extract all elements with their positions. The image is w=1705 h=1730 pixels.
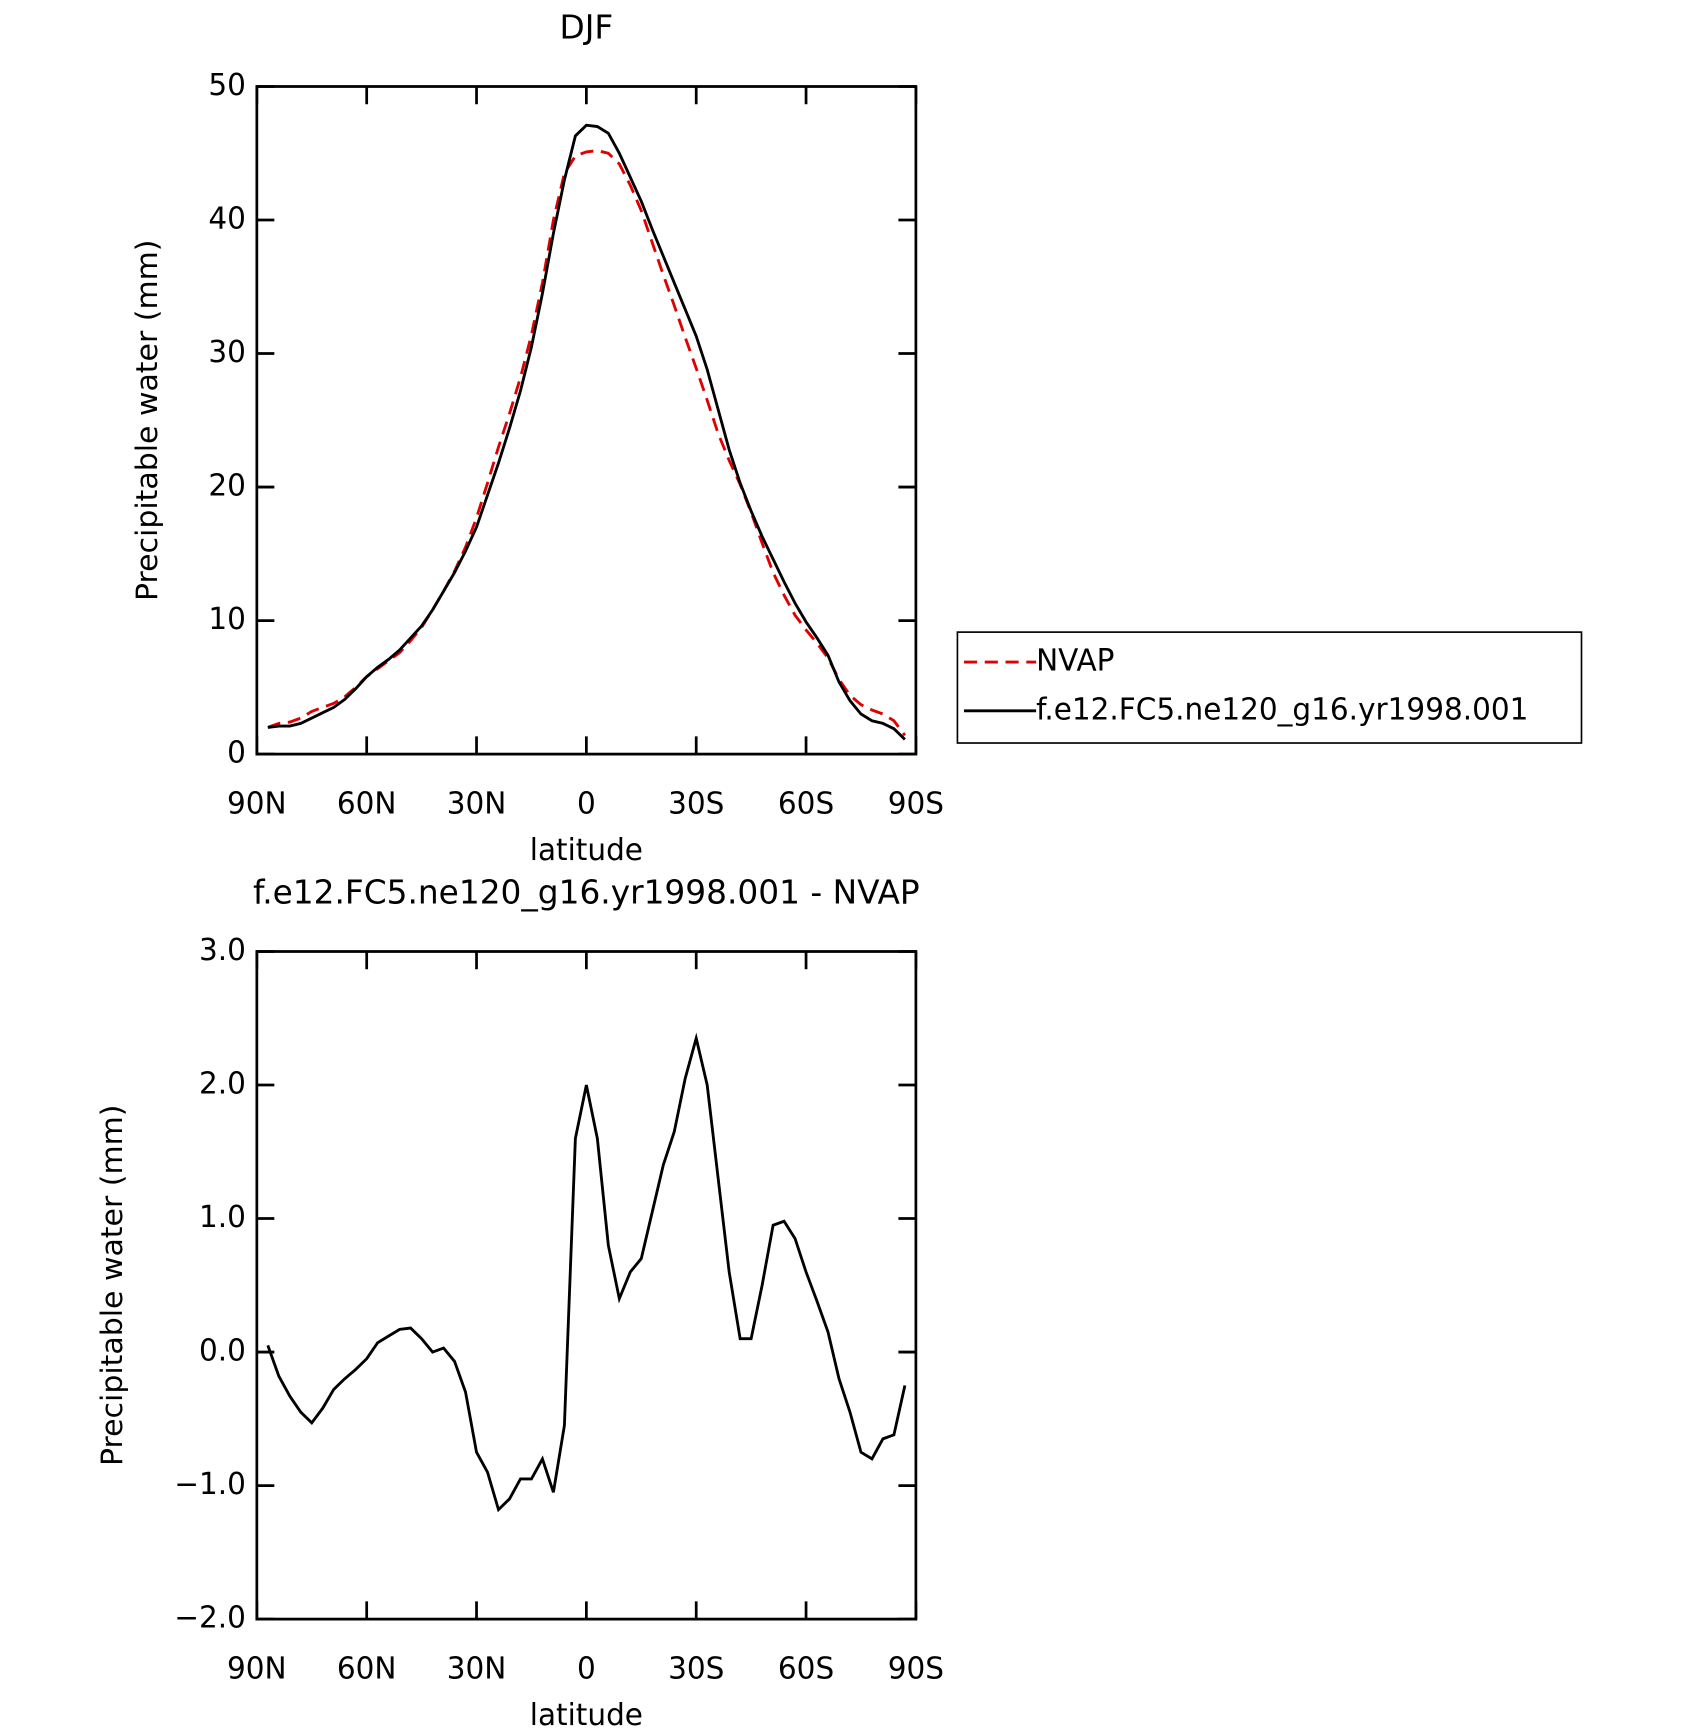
y-tick-label: −1.0 [174, 1467, 246, 1502]
data-line [267, 149, 907, 737]
x-tick-label: 60S [778, 1651, 834, 1686]
x-tick-label: 90N [227, 1651, 287, 1686]
x-tick-label: 30S [668, 786, 724, 821]
x-tick-label: 60N [337, 786, 397, 821]
y-tick-label: 50 [208, 68, 246, 103]
y-axis-label: Precipitable water (mm) [95, 1105, 130, 1466]
plot-frame [255, 950, 918, 1621]
x-tick-label: 60S [778, 786, 834, 821]
y-tick-label: 0.0 [199, 1333, 246, 1368]
chart-title: DJF [559, 7, 613, 46]
x-tick-label: 90S [888, 1651, 944, 1686]
x-tick-label: 90S [888, 786, 944, 821]
x-tick-label: 60N [337, 1651, 397, 1686]
y-tick-label: 1.0 [199, 1200, 246, 1235]
y-axis-label: Precipitable water (mm) [130, 240, 165, 601]
y-tick-label: 30 [208, 335, 246, 370]
plot-frame [255, 85, 918, 756]
legend-box [956, 631, 1583, 744]
y-tick-label: 2.0 [199, 1066, 246, 1101]
x-axis-label: latitude [530, 833, 643, 868]
y-tick-label: 40 [208, 201, 246, 236]
y-tick-label: 10 [208, 602, 246, 637]
y-tick-label: 20 [208, 468, 246, 503]
y-tick-label: 0 [227, 735, 246, 770]
data-line [266, 1032, 907, 1513]
x-tick-label: 30N [447, 786, 507, 821]
y-tick-label: −2.0 [174, 1600, 246, 1635]
x-axis-label: latitude [530, 1698, 643, 1730]
x-tick-label: 30N [447, 1651, 507, 1686]
x-tick-label: 0 [577, 1651, 596, 1686]
x-tick-label: 0 [577, 786, 596, 821]
chart-title: f.e12.FC5.ne120_g16.yr1998.001 - NVAP [253, 872, 920, 911]
x-tick-label: 30S [668, 1651, 724, 1686]
data-line [267, 123, 906, 741]
x-tick-label: 90N [227, 786, 287, 821]
legend-label: NVAP [1036, 643, 1114, 678]
y-tick-label: 3.0 [199, 933, 246, 968]
legend-label: f.e12.FC5.ne120_g16.yr1998.001 [1036, 692, 1528, 727]
